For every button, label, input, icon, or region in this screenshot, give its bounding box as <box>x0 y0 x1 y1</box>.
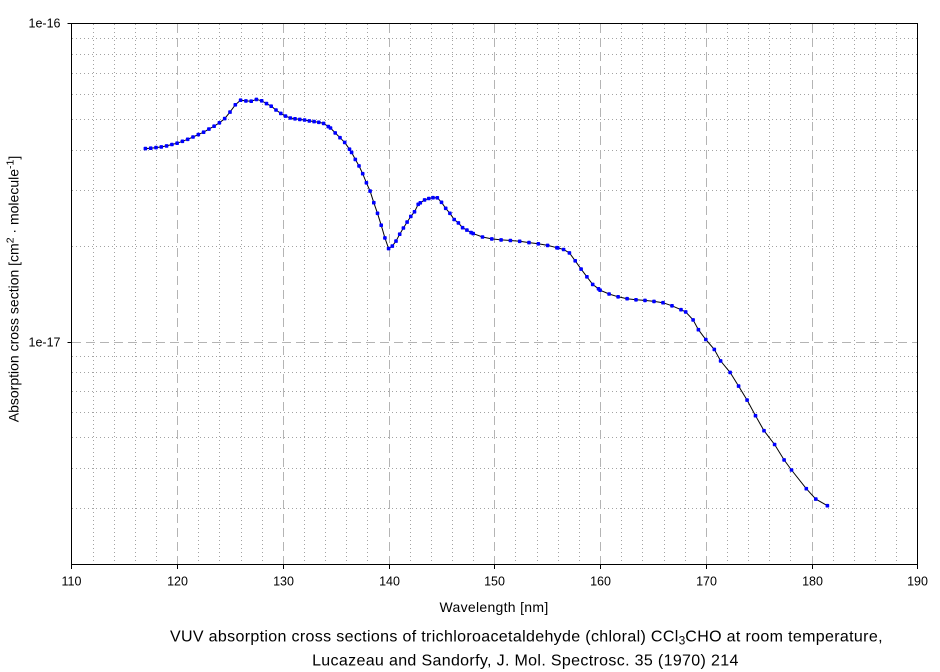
svg-text:160: 160 <box>590 574 611 588</box>
svg-text:150: 150 <box>484 574 505 588</box>
svg-text:120: 120 <box>167 574 188 588</box>
svg-text:VUV absorption cross sections: VUV absorption cross sections of trichlo… <box>170 628 883 647</box>
svg-text:110: 110 <box>62 574 82 588</box>
svg-text:130: 130 <box>273 574 294 588</box>
svg-text:170: 170 <box>696 574 717 588</box>
svg-text:1e-16: 1e-16 <box>29 17 61 31</box>
svg-text:190: 190 <box>907 574 928 588</box>
svg-text:Absorption cross section [cm2: Absorption cross section [cm2 · molecule… <box>5 156 22 423</box>
svg-text:180: 180 <box>802 574 823 588</box>
svg-text:140: 140 <box>379 574 400 588</box>
svg-text:Wavelength [nm]: Wavelength [nm] <box>439 599 548 615</box>
svg-text:Lucazeau and Sandorfy, J. Mol.: Lucazeau and Sandorfy, J. Mol. Spectrosc… <box>312 653 739 670</box>
svg-text:1e-17: 1e-17 <box>29 335 61 349</box>
